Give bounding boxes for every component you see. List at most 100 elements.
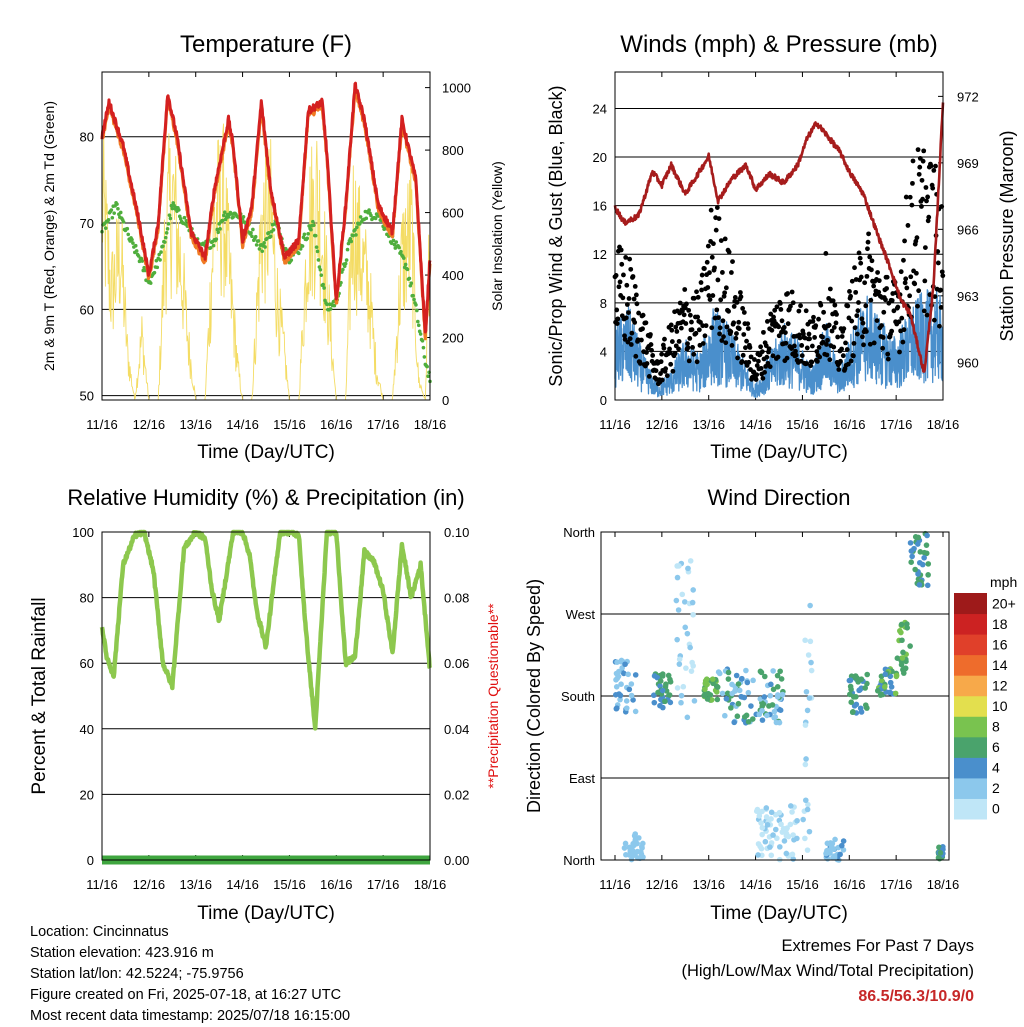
direction-point	[936, 855, 943, 862]
humidity-ytick-label: 40	[80, 722, 94, 737]
gust-point	[772, 307, 778, 313]
gust-point	[762, 369, 767, 375]
gust-point	[806, 331, 812, 337]
winds-xtick-label: 12/16	[646, 417, 679, 432]
humidity-ytick-label: 80	[80, 591, 94, 606]
gust-point	[849, 318, 855, 324]
dewpoint-point	[130, 237, 134, 242]
direction-point	[621, 845, 628, 851]
gust-point	[729, 343, 735, 348]
direction-point	[759, 717, 766, 723]
gust-point	[859, 316, 865, 322]
direction-point	[919, 561, 926, 568]
dewpoint-point	[421, 345, 426, 350]
direction-point	[630, 697, 636, 703]
gust-point	[754, 372, 760, 378]
precip-tick-label: 0.00	[444, 853, 469, 868]
direction-point	[802, 637, 808, 644]
location-text: Location: Cincinnatus	[30, 924, 169, 940]
direction-point	[852, 673, 859, 679]
gust-point	[731, 304, 737, 309]
temp-2m-line	[100, 81, 432, 334]
direction-point	[639, 845, 645, 851]
gust-point	[896, 319, 902, 325]
gust-point	[867, 254, 873, 260]
direction-point	[803, 756, 809, 762]
colorbar-title: mph	[990, 574, 1017, 590]
gust-point	[769, 327, 775, 333]
direction-point	[662, 698, 668, 705]
colorbar-label: 12	[992, 677, 1008, 693]
dewpoint-point	[415, 308, 419, 313]
dewpoint-point	[317, 265, 322, 269]
gust-point	[897, 349, 902, 355]
direction-point	[733, 672, 740, 679]
gust-point	[736, 319, 742, 325]
direction-point	[902, 665, 909, 671]
direction-point	[915, 571, 921, 577]
direction-point	[679, 591, 686, 598]
dewpoint-point	[131, 241, 135, 245]
dewpoint-point	[309, 227, 313, 232]
direction-point	[925, 561, 932, 567]
direction-point	[790, 832, 796, 838]
gust-point	[699, 272, 705, 278]
gust-point	[640, 312, 646, 318]
dewpoint-point	[403, 262, 408, 267]
direction-point	[837, 851, 843, 858]
gust-point	[908, 274, 914, 280]
direction-point	[759, 831, 765, 838]
gust-point	[913, 270, 919, 276]
dewpoint-point	[260, 249, 265, 254]
dewpoint-point	[391, 238, 396, 243]
direction-xtick-label: 18/16	[927, 877, 960, 892]
gust-point	[779, 318, 785, 324]
gust-point	[922, 278, 928, 284]
gust-point	[759, 349, 765, 355]
dewpoint-point	[137, 259, 142, 264]
gust-point	[813, 323, 819, 329]
direction-point	[806, 695, 813, 701]
gust-point	[717, 325, 723, 331]
dewpoint-point	[263, 245, 267, 249]
direction-point	[767, 692, 774, 699]
gust-point	[899, 315, 905, 321]
direction-point	[678, 699, 684, 706]
dewpoint-point	[229, 212, 234, 216]
gust-point	[844, 347, 850, 352]
colorbar-label: 0	[992, 801, 1000, 817]
humidity-title: Relative Humidity (%) & Precipitation (i…	[67, 485, 464, 510]
dewpoint-point	[271, 228, 276, 232]
dewpoint-point	[155, 265, 160, 270]
gust-point	[676, 346, 681, 352]
gust-point	[723, 340, 729, 346]
gust-point	[695, 314, 701, 320]
gust-point	[709, 254, 715, 260]
gust-point	[716, 216, 722, 222]
temperature-ytick-label: 80	[80, 130, 94, 145]
gust-point	[696, 327, 702, 333]
winds-frame	[614, 71, 944, 401]
gust-point	[721, 293, 727, 299]
winds-xtick-label: 15/16	[786, 417, 819, 432]
gust-point	[670, 368, 676, 374]
gust-point	[851, 353, 856, 359]
direction-point	[724, 690, 731, 697]
direction-point	[846, 677, 853, 684]
gust-point	[734, 300, 740, 305]
gust-point	[661, 345, 667, 351]
dewpoint-point	[426, 374, 430, 379]
direction-point	[626, 686, 633, 693]
direction-point	[774, 835, 780, 842]
dewpoint-point	[251, 227, 255, 232]
direction-point	[768, 809, 775, 816]
gust-point	[925, 194, 931, 200]
colorbar-label: 4	[992, 760, 1000, 776]
direction-point	[631, 832, 638, 839]
gust-point	[755, 358, 761, 364]
dewpoint-point	[222, 213, 226, 218]
gust-point	[889, 298, 895, 303]
winds-ytick-label: 4	[600, 344, 607, 359]
gust-point	[746, 359, 752, 365]
dewpoint-point	[169, 203, 174, 208]
